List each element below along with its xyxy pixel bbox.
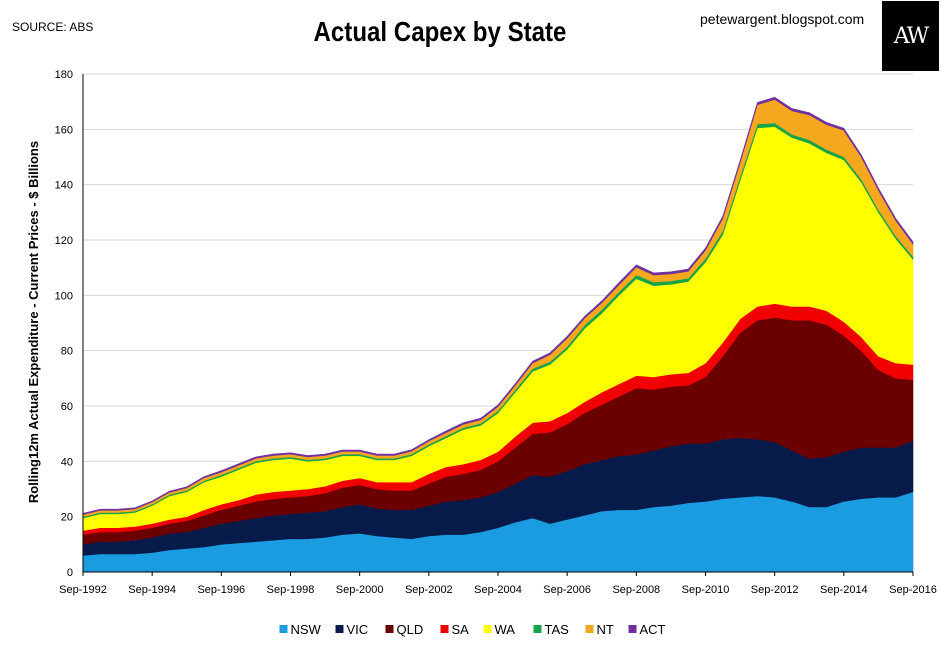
legend-swatch: [335, 625, 344, 633]
legend-label: QLD: [397, 622, 424, 637]
aw-logo: AW: [882, 1, 939, 71]
blog-url: petewargent.blogspot.com: [700, 11, 865, 27]
chart-title: Actual Capex by State: [313, 16, 567, 47]
legend-label: NSW: [291, 622, 322, 637]
y-tick-label: 160: [55, 124, 73, 136]
x-tick-label: Sep-2012: [751, 584, 799, 596]
y-tick-label: 80: [61, 346, 73, 358]
legend-swatch: [533, 625, 542, 633]
x-tick-label: Sep-1998: [267, 584, 315, 596]
y-tick-labels: 0 20 40 60 80 100 120 140 160 180: [55, 69, 73, 579]
x-tick-label: Sep-2008: [612, 584, 660, 596]
x-tick-label: Sep-2004: [474, 584, 522, 596]
legend-label: NT: [597, 622, 614, 637]
x-tick-label: Sep-2006: [543, 584, 591, 596]
y-tick-label: 60: [61, 401, 73, 413]
legend-label: VIC: [347, 622, 369, 637]
logo-text: AW: [893, 23, 930, 49]
y-tick-label: 20: [61, 512, 73, 524]
y-tick-label: 140: [55, 180, 73, 192]
legend-swatch: [279, 625, 288, 633]
x-tick-label: Sep-2014: [820, 584, 868, 596]
y-tick-label: 100: [55, 290, 73, 302]
legend-swatch: [440, 625, 449, 633]
legend-swatch: [385, 625, 394, 633]
x-tick-label: Sep-2002: [405, 584, 453, 596]
y-tick-label: 0: [67, 567, 73, 579]
axes: [82, 74, 914, 576]
x-tick-label: Sep-2010: [682, 584, 730, 596]
x-tick-label: Sep-1992: [59, 584, 107, 596]
y-axis-label: Rolling12m Actual Expenditure - Current …: [26, 141, 41, 503]
legend-label: WA: [495, 622, 516, 637]
x-tick-label: Sep-2016: [889, 584, 937, 596]
legend-swatch: [483, 625, 492, 633]
legend: NSW VIC QLD SA WA TAS NT ACT: [279, 622, 666, 637]
legend-label: SA: [452, 622, 470, 637]
area-act: [82, 96, 914, 515]
legend-swatch: [585, 625, 594, 633]
legend-swatch: [628, 625, 637, 633]
x-tick-label: Sep-1994: [128, 584, 176, 596]
x-tick-label: Sep-1996: [197, 584, 245, 596]
y-tick-label: 120: [55, 235, 73, 247]
legend-label: TAS: [545, 622, 570, 637]
y-tick-label: 180: [55, 69, 73, 81]
stacked-areas: [82, 96, 914, 573]
y-tick-label: 40: [61, 456, 73, 468]
source-label: SOURCE: ABS: [12, 20, 94, 34]
x-tick-label: Sep-2000: [336, 584, 384, 596]
x-tick-labels: Sep-1992 Sep-1994 Sep-1996 Sep-1998 Sep-2000…: [59, 584, 937, 596]
legend-label: ACT: [640, 622, 666, 637]
